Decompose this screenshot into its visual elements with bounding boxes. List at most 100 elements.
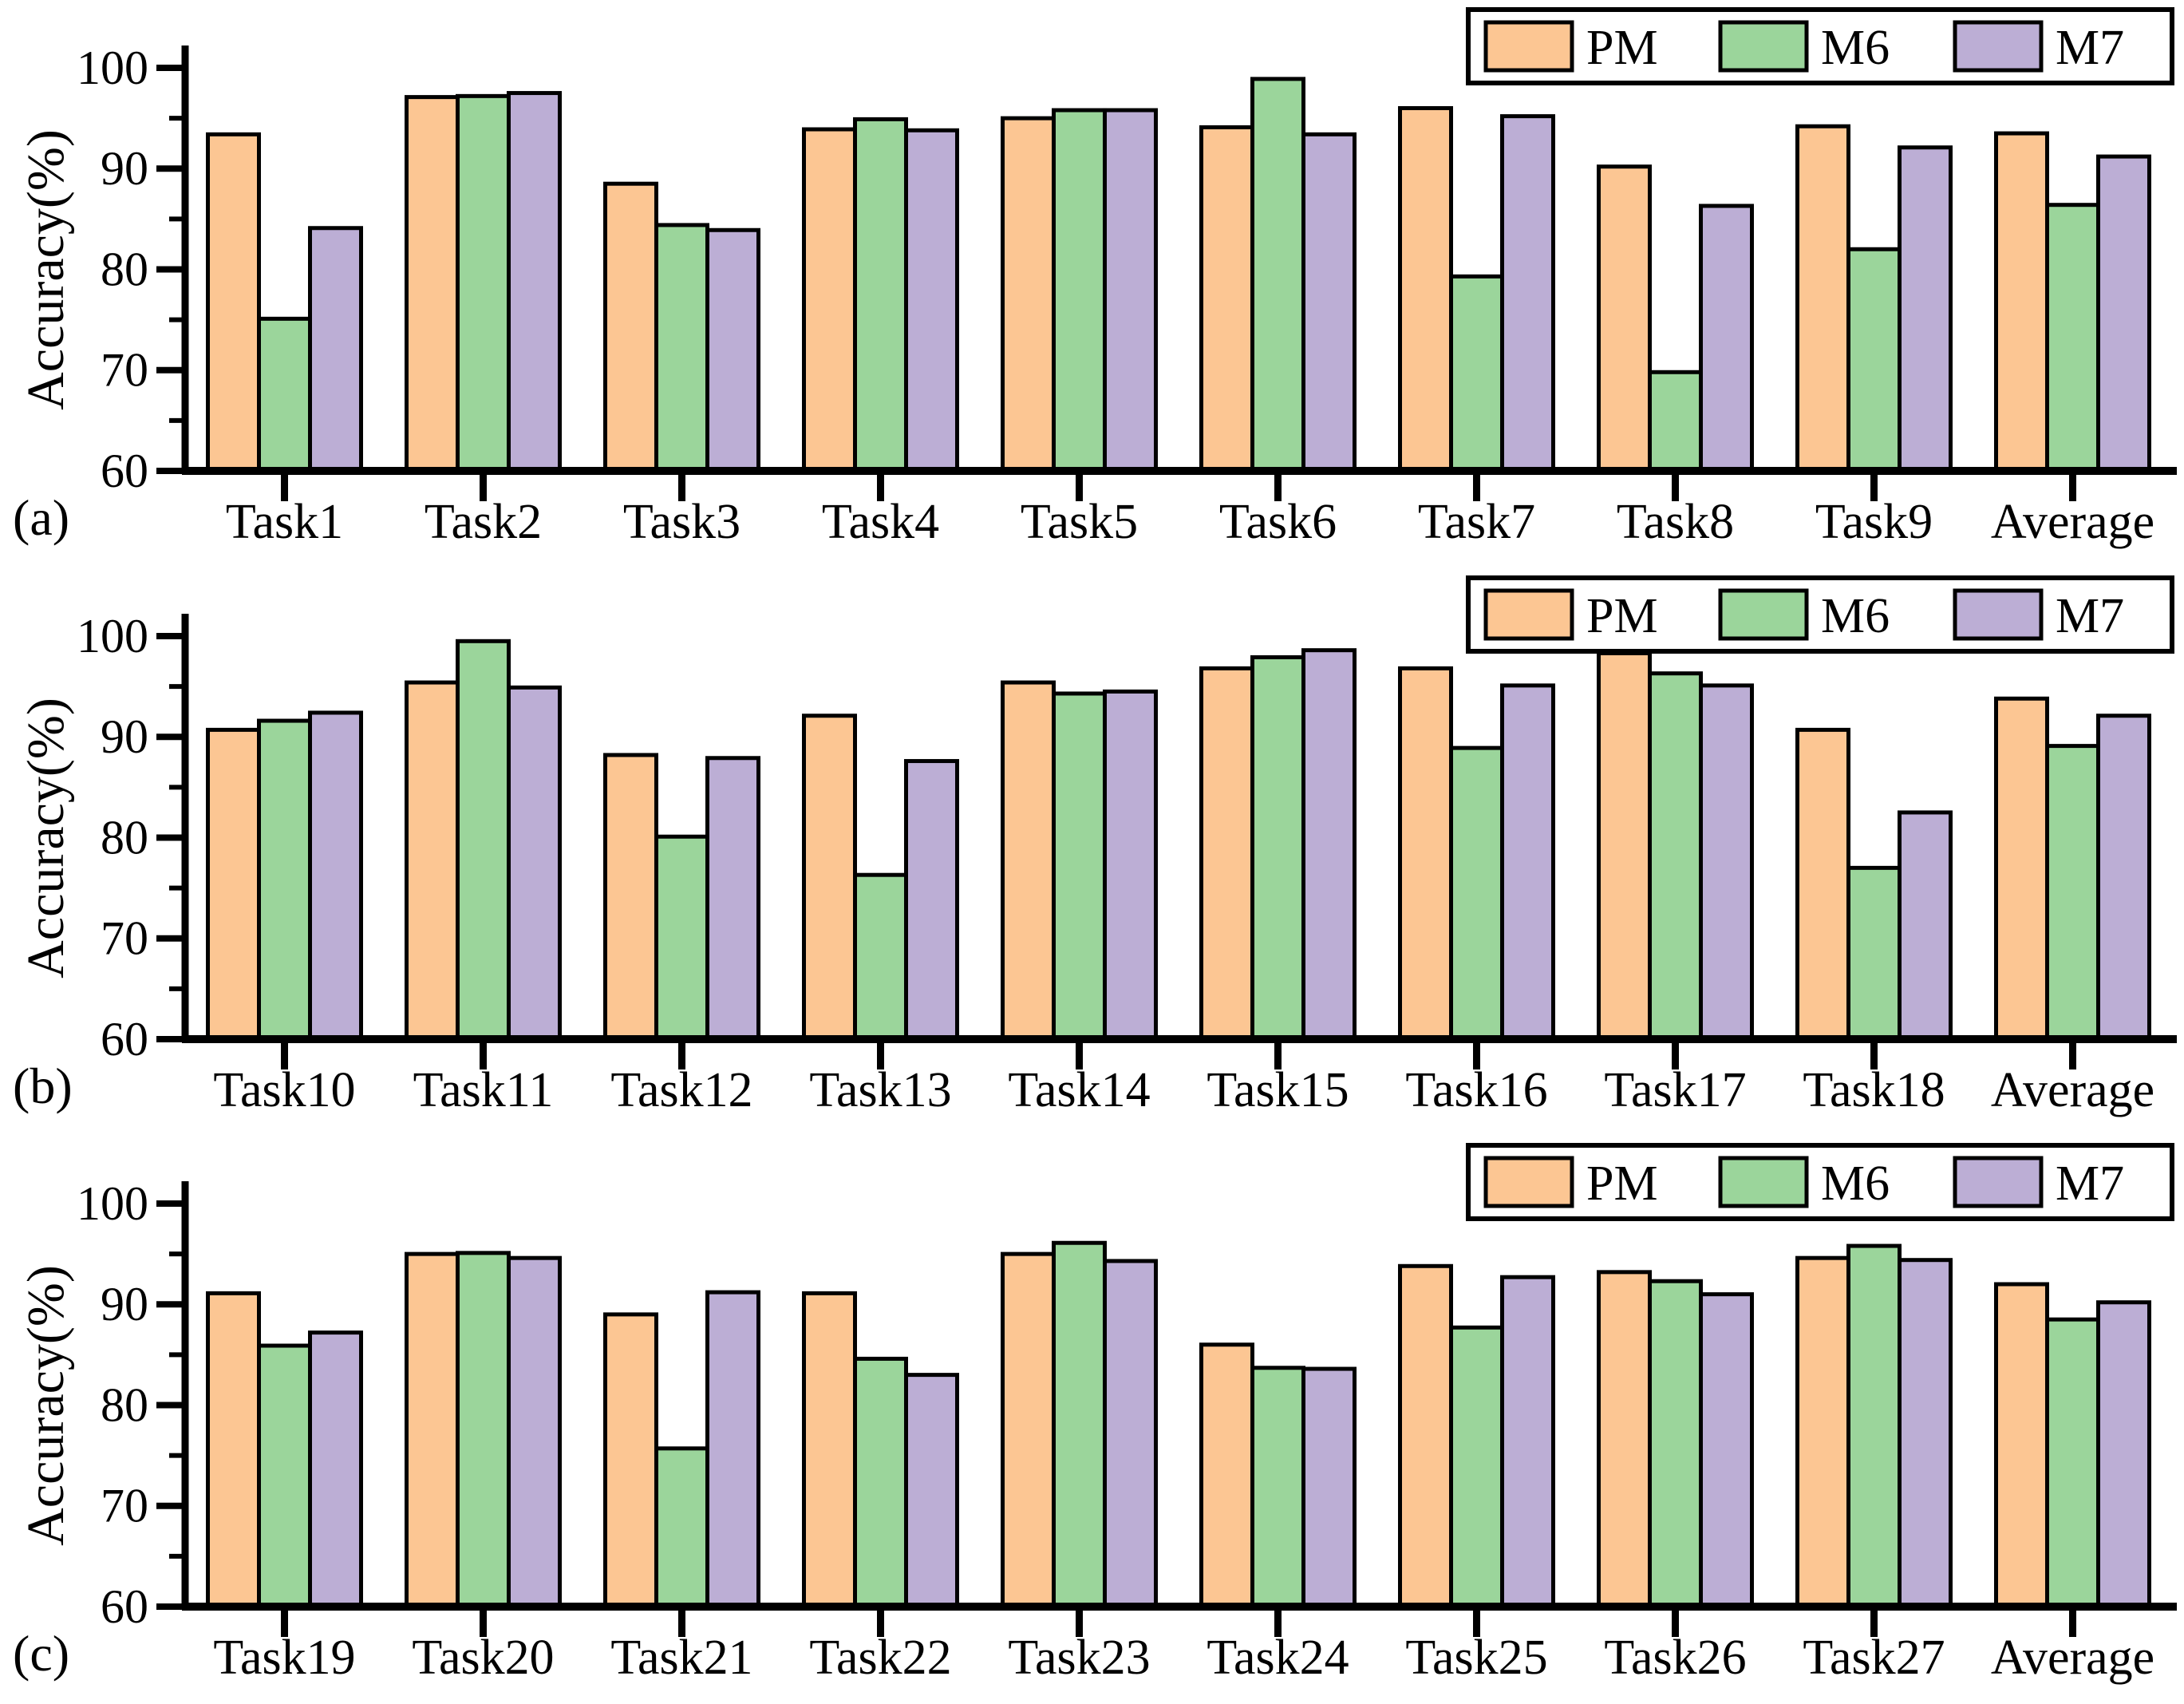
bar-pm-average bbox=[1994, 696, 2049, 1042]
bar-m7-task9 bbox=[1898, 145, 1953, 473]
y-axis-label: Accuracy(%) bbox=[17, 697, 75, 979]
bar-m6-task12 bbox=[654, 834, 709, 1042]
x-tick-label: Task17 bbox=[1604, 1063, 1746, 1117]
legend-label-pm: PM bbox=[1586, 21, 1658, 75]
y-tick-label: 80 bbox=[101, 243, 148, 295]
bar-m7-task5 bbox=[1103, 108, 1158, 473]
x-tick-label: Task1 bbox=[226, 495, 343, 549]
y-tick-label: 80 bbox=[101, 1379, 148, 1432]
bar-m6-task25 bbox=[1449, 1325, 1504, 1609]
legend-box bbox=[1466, 575, 2174, 654]
bar-pm-task14 bbox=[1001, 680, 1056, 1042]
legend-box bbox=[1466, 6, 2174, 85]
bar-pm-average bbox=[1994, 1282, 2049, 1609]
bar-m7-task19 bbox=[308, 1330, 363, 1609]
bar-m7-task24 bbox=[1301, 1366, 1357, 1609]
bar-m6-task15 bbox=[1250, 654, 1305, 1042]
bar-pm-task26 bbox=[1597, 1270, 1652, 1609]
x-tick-label: Task22 bbox=[809, 1631, 951, 1685]
bar-m7-task25 bbox=[1500, 1275, 1555, 1609]
legend-swatch-pm bbox=[1483, 20, 1574, 73]
bar-pm-task18 bbox=[1795, 727, 1850, 1042]
x-tick-label: Task15 bbox=[1207, 1063, 1349, 1117]
bar-m7-task7 bbox=[1500, 114, 1555, 473]
bar-m7-task1 bbox=[308, 226, 363, 473]
legend-label-pm: PM bbox=[1586, 589, 1658, 643]
x-tick-label: Task19 bbox=[213, 1631, 355, 1685]
legend-swatch-m7 bbox=[1953, 1156, 2044, 1208]
bar-pm-task10 bbox=[206, 727, 261, 1042]
bar-m6-task6 bbox=[1250, 77, 1305, 473]
panel-letter-b: (b) bbox=[13, 1057, 73, 1114]
x-tick-label: Task11 bbox=[413, 1063, 554, 1117]
bar-m6-task7 bbox=[1449, 274, 1504, 473]
legend-swatch-m7 bbox=[1953, 588, 2044, 641]
y-tick-label: 70 bbox=[101, 911, 148, 964]
bar-m7-task13 bbox=[904, 758, 959, 1042]
bar-m7-task17 bbox=[1699, 682, 1754, 1042]
bar-m7-task16 bbox=[1500, 682, 1555, 1042]
bar-m6-task27 bbox=[1846, 1243, 1902, 1609]
bar-m6-task24 bbox=[1250, 1366, 1305, 1609]
legend-label-m6: M6 bbox=[1821, 1156, 1890, 1211]
y-tick-label: 90 bbox=[101, 1278, 148, 1330]
x-tick-label: Task2 bbox=[425, 495, 542, 549]
bar-m7-task15 bbox=[1301, 647, 1357, 1042]
bar-chart-c: 60 70 80 90 100 Task19 Task20 Task21 Task22 Task2… bbox=[77, 1143, 2177, 1685]
bar-m6-task17 bbox=[1648, 670, 1703, 1042]
bar-chart-a: 60 70 80 90 100 Task1 Task2 Task3 Task4 Task5 Task… bbox=[77, 6, 2177, 549]
y-axis-label: Accuracy(%) bbox=[17, 129, 75, 410]
bar-m6-task23 bbox=[1052, 1240, 1107, 1609]
y-tick-label: 100 bbox=[77, 42, 148, 94]
x-tick-label: Task25 bbox=[1405, 1631, 1547, 1685]
bar-m7-task27 bbox=[1898, 1258, 1953, 1609]
bar-m6-task2 bbox=[456, 93, 511, 473]
y-tick-label: 100 bbox=[77, 610, 148, 662]
bar-pm-task21 bbox=[603, 1312, 658, 1609]
x-tick-label: Task5 bbox=[1021, 495, 1138, 549]
bar-m7-task10 bbox=[308, 710, 363, 1042]
bar-pm-task6 bbox=[1199, 125, 1254, 473]
bar-m6-task11 bbox=[456, 639, 511, 1042]
bar-m7-task18 bbox=[1898, 810, 1953, 1042]
bar-pm-task24 bbox=[1199, 1342, 1254, 1609]
x-tick-label: Task26 bbox=[1604, 1631, 1746, 1685]
legend-swatch-m6 bbox=[1718, 20, 1809, 73]
bar-m7-task6 bbox=[1301, 132, 1357, 473]
bar-m7-task23 bbox=[1103, 1259, 1158, 1609]
bar-m6-task21 bbox=[654, 1446, 709, 1609]
bar-m7-task8 bbox=[1699, 204, 1754, 473]
x-tick-label: Task18 bbox=[1803, 1063, 1945, 1117]
y-tick-label: 90 bbox=[101, 142, 148, 195]
bar-chart-b: 60 70 80 90 100 Task10 Task11 Task12 Task13 Task1… bbox=[77, 575, 2177, 1117]
x-tick-label: Task6 bbox=[1219, 495, 1337, 549]
legend-swatch-m6 bbox=[1718, 1156, 1809, 1208]
y-tick-label: 100 bbox=[77, 1177, 148, 1230]
bar-pm-average bbox=[1994, 131, 2049, 473]
bar-m7-task22 bbox=[904, 1373, 959, 1609]
bar-m7-average bbox=[2096, 154, 2151, 473]
y-tick-label: 90 bbox=[101, 710, 148, 763]
bar-m6-task14 bbox=[1052, 691, 1107, 1042]
bar-pm-task2 bbox=[405, 95, 460, 473]
bar-m6-task20 bbox=[456, 1251, 511, 1609]
y-tick-label: 80 bbox=[101, 811, 148, 864]
bar-m7-task12 bbox=[705, 755, 760, 1042]
x-tick-label: Task13 bbox=[809, 1063, 951, 1117]
legend-swatch-pm bbox=[1483, 1156, 1574, 1208]
bar-pm-task7 bbox=[1398, 105, 1453, 473]
bar-m7-task14 bbox=[1103, 689, 1158, 1042]
bar-m6-average bbox=[2045, 203, 2100, 473]
x-tick-label: Average bbox=[1991, 1063, 2154, 1117]
legend-label-m6: M6 bbox=[1821, 21, 1890, 75]
bar-m7-task21 bbox=[705, 1290, 760, 1609]
x-tick-label: Task23 bbox=[1008, 1631, 1150, 1685]
y-tick-label: 60 bbox=[101, 1580, 148, 1633]
x-tick-label: Task27 bbox=[1803, 1631, 1945, 1685]
legend-label-m7: M7 bbox=[2056, 1156, 2124, 1211]
panel-b: 60 70 80 90 100 Task10 Task11 Task12 Task13 Task1… bbox=[0, 568, 2184, 1137]
legend-swatch-m6 bbox=[1718, 588, 1809, 641]
bar-m6-task26 bbox=[1648, 1279, 1703, 1609]
bar-m6-task16 bbox=[1449, 745, 1504, 1042]
bar-m7-task26 bbox=[1699, 1292, 1754, 1609]
